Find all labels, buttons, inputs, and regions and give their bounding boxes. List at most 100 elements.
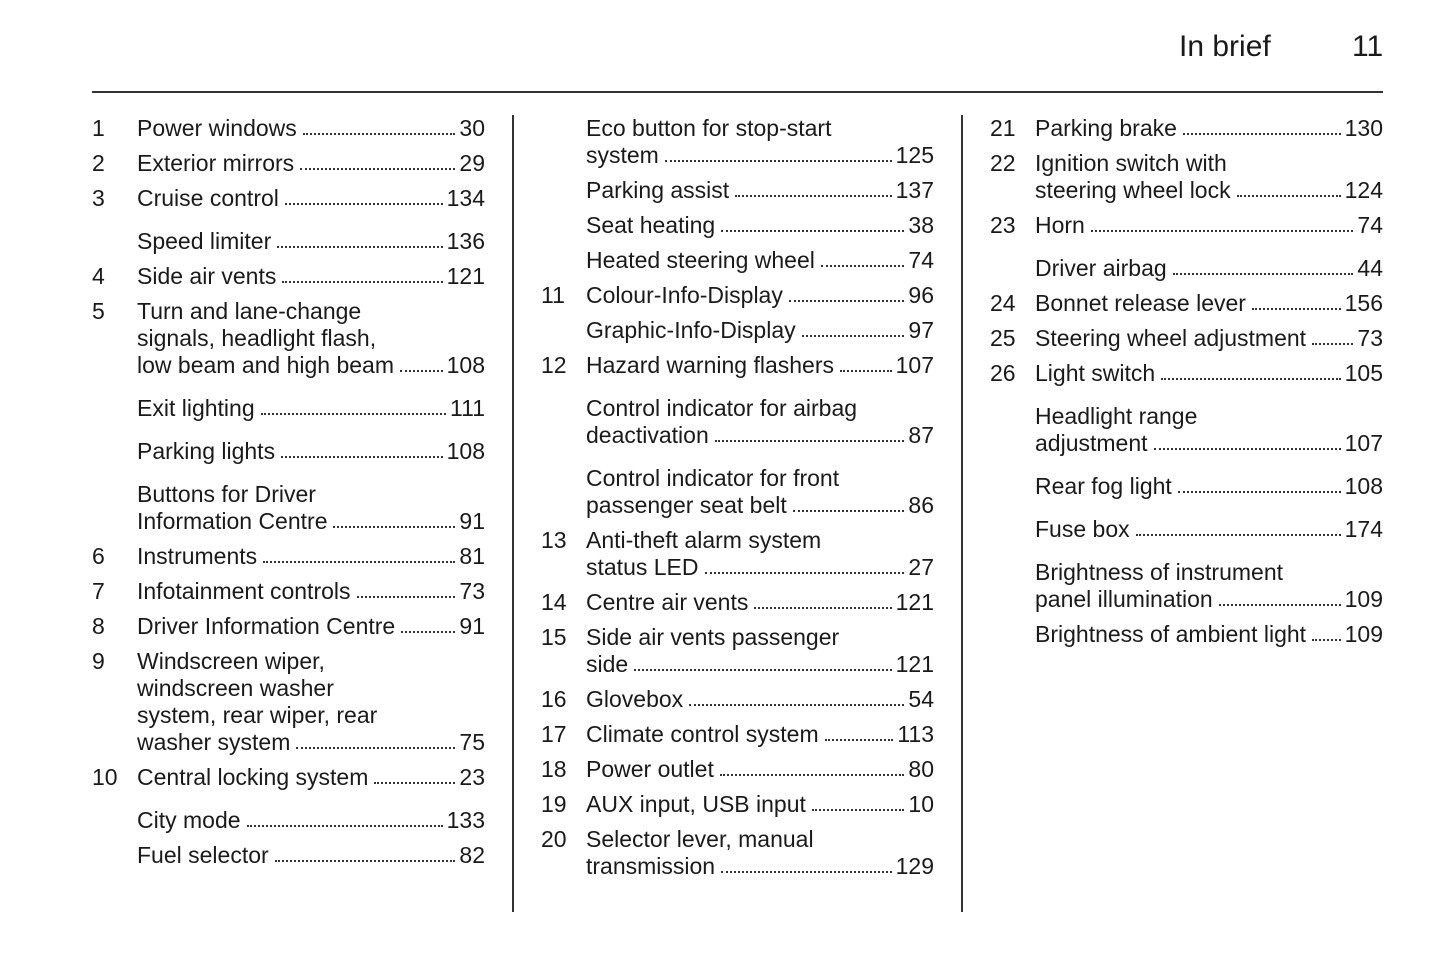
entry-body: Bonnet release lever 156: [1035, 290, 1383, 317]
entry-page: 137: [895, 177, 934, 203]
entry-text: side: [586, 651, 629, 677]
entry-text: deactivation: [586, 422, 709, 448]
entry-text: Exterior mirrors: [137, 150, 295, 176]
entry-body: Fuel selector 82: [137, 842, 485, 869]
index-entry: 3 Cruise control 134: [92, 185, 485, 212]
index-entry: 4 Side air vents 121: [92, 263, 485, 290]
index-entry: Parking assist 137: [541, 177, 934, 204]
entry-page: 44: [1357, 255, 1383, 281]
entry-body: Power outlet 80: [586, 756, 934, 783]
entry-text: Horn: [1035, 212, 1085, 238]
entry-line: AUX input, USB input 10: [586, 791, 934, 818]
entry-line: system 125: [586, 142, 934, 169]
entry-number: 4: [92, 263, 105, 289]
entry-line: Bonnet release lever 156: [1035, 290, 1383, 317]
entry-body: City mode 133: [137, 807, 485, 834]
entry-line: Information Centre 91: [137, 508, 485, 535]
column: 21 Parking brake 130 22 Ignition switch with…: [990, 115, 1383, 648]
entry-number: 21: [990, 115, 1016, 141]
entry-line: Hazard warning flashers 107: [586, 352, 934, 379]
entry-text: Windscreen wiper,: [137, 648, 325, 674]
entry-page: 80: [908, 756, 934, 782]
entry-line: Graphic-Info-Display 97: [586, 317, 934, 344]
entry-page: 108: [446, 352, 485, 378]
entry-line: Driver Information Centre 91: [137, 613, 485, 640]
entry-line: Seat heating 38: [586, 212, 934, 239]
entry-number: 17: [541, 721, 567, 747]
entry-page: 27: [908, 554, 934, 580]
entry-text: washer system: [137, 729, 291, 755]
entry-line: Power windows 30: [137, 115, 485, 142]
entry-number: 12: [541, 352, 567, 378]
entry-text: system, rear wiper, rear: [137, 702, 378, 728]
leader-dots: [1177, 491, 1341, 493]
leader-dots: [792, 510, 905, 512]
leader-dots: [263, 561, 456, 563]
entry-number: [990, 473, 1035, 500]
entry-number: [990, 516, 1035, 543]
page-number: 11: [1352, 30, 1384, 63]
index-entry: 26 Light switch 105: [990, 360, 1383, 387]
entry-body: Horn 74: [1035, 212, 1383, 239]
index-entry: Buttons for Driver Information Centre 91: [92, 481, 485, 535]
entry-page: 105: [1344, 360, 1383, 386]
entry-text: Power outlet: [586, 756, 714, 782]
index-entry: Control indicator for airbag deactivation…: [541, 395, 934, 449]
entry-line: Fuse box 174: [1035, 516, 1383, 543]
leader-dots: [1182, 133, 1341, 135]
leader-dots: [1135, 534, 1341, 536]
entry-body: Graphic-Info-Display 97: [586, 317, 934, 344]
leader-dots: [302, 133, 456, 135]
entry-page: 113: [897, 721, 934, 747]
entry-text: Seat heating: [586, 212, 716, 238]
entry-number: 22: [990, 150, 1016, 176]
entry-body: Brightness of ambient light 109: [1035, 621, 1383, 648]
entry-body: Centre air vents 121: [586, 589, 934, 616]
entry-text: Anti-theft alarm system: [586, 527, 822, 553]
entry-number: 11: [541, 282, 565, 308]
entry-page: 107: [895, 352, 934, 378]
entry-line: adjustment 107: [1035, 430, 1383, 457]
entry-body: Cruise control 134: [137, 185, 485, 212]
entry-body: Brightness of instrument panel illuminati…: [1035, 559, 1383, 613]
entry-number: 5: [92, 298, 105, 324]
entry-text: Side air vents passenger: [586, 624, 840, 650]
entry-number: [92, 228, 137, 255]
entry-body: Infotainment controls 73: [137, 578, 485, 605]
entry-text: Speed limiter: [137, 228, 272, 254]
leader-dots: [714, 440, 905, 442]
index-entry: 9 Windscreen wiper, windscreen washer syste…: [92, 648, 485, 756]
entry-number: 13: [541, 527, 567, 553]
entry-line: Rear fog light 108: [1035, 473, 1383, 500]
entry-number: 2: [92, 150, 105, 176]
entry-number: 19: [541, 791, 567, 817]
leader-dots: [1153, 448, 1341, 450]
index-entry: 13 Anti-theft alarm system status LED 27: [541, 527, 934, 581]
entry-line: status LED 27: [586, 554, 934, 581]
entry-text: adjustment: [1035, 430, 1148, 456]
entry-page: 124: [1344, 177, 1383, 203]
entry-body: Driver Information Centre 91: [137, 613, 485, 640]
leader-dots: [704, 572, 905, 574]
leader-dots: [260, 413, 447, 415]
entry-text: Eco button for stop-start: [586, 115, 832, 141]
entry-text: system: [586, 142, 659, 168]
entry-line: passenger seat belt 86: [586, 492, 934, 519]
index-entry: 5 Turn and lane-change signals, headlight …: [92, 298, 485, 379]
entry-line: Heated steering wheel 74: [586, 247, 934, 274]
entry-page: 121: [895, 589, 934, 615]
entry-number: [92, 807, 137, 834]
entry-text: Heated steering wheel: [586, 247, 815, 273]
leader-dots: [840, 370, 892, 372]
leader-dots: [284, 203, 443, 205]
leader-dots: [277, 246, 443, 248]
entry-text: Bonnet release lever: [1035, 290, 1246, 316]
entry-line: Driver airbag 44: [1035, 255, 1383, 282]
index-entry: 24 Bonnet release lever 156: [990, 290, 1383, 317]
entry-line: Light switch 105: [1035, 360, 1383, 387]
index-entry: 18 Power outlet 80: [541, 756, 934, 783]
entry-body: Selector lever, manual transmission 129: [586, 826, 934, 880]
entry-number: [541, 317, 586, 344]
leader-dots: [811, 809, 905, 811]
